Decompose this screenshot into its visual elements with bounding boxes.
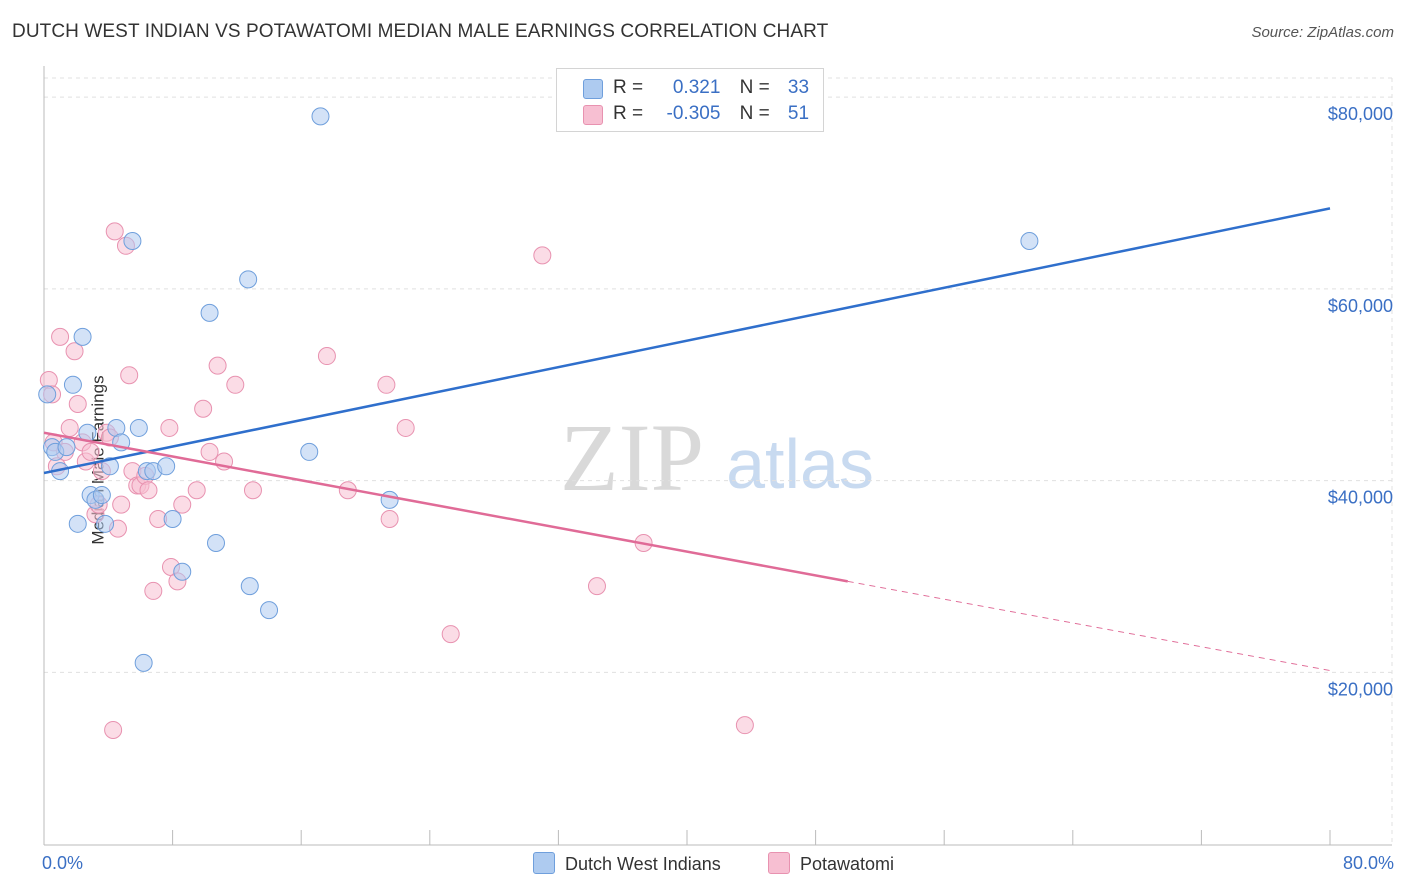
dutch-west-indian-point xyxy=(311,107,330,126)
potawatomi-point xyxy=(226,375,245,394)
potawatomi-point xyxy=(160,418,179,437)
bottom-legend-dutch-west-indians: Dutch West Indians xyxy=(533,852,721,875)
y-tick-label: $20,000 xyxy=(1328,679,1393,699)
axes xyxy=(43,66,1392,846)
dutch-west-indian-point xyxy=(92,486,111,505)
dutch-west-indian-point xyxy=(207,533,226,552)
dutch-west-indian-point xyxy=(239,270,258,289)
dutch-west-indian-point xyxy=(300,442,319,461)
chart-title: DUTCH WEST INDIAN VS POTAWATOMI MEDIAN M… xyxy=(12,21,829,42)
bottom-legend-potawatomi: Potawatomi xyxy=(768,852,894,875)
dutch-west-indian-point xyxy=(157,457,176,476)
trend-line-potawatomi-extension xyxy=(847,580,1331,671)
legend-n-value: 51 xyxy=(787,103,810,124)
dutch-west-indian-point xyxy=(380,490,399,509)
potawatomi-point xyxy=(317,347,336,366)
potawatomi-point xyxy=(144,581,163,600)
potawatomi-point xyxy=(173,495,192,514)
potawatomi-point xyxy=(377,375,396,394)
legend-r-value: 0.321 xyxy=(672,77,721,98)
grid-lines xyxy=(44,77,1393,845)
dutch-west-indian-point xyxy=(96,514,115,533)
dutch-west-indian-point xyxy=(260,601,279,620)
legend-n-value: 33 xyxy=(787,77,810,98)
y-tick-label: $80,000 xyxy=(1328,104,1393,124)
dutch-west-indian-point xyxy=(38,385,57,404)
dutch-west-indian-points xyxy=(38,107,1039,672)
source-label: Source: ZipAtlas.com xyxy=(1251,24,1394,41)
y-tick-label: $40,000 xyxy=(1328,488,1393,508)
trend-lines xyxy=(43,207,1331,671)
potawatomi-point xyxy=(441,625,460,644)
potawatomi-point xyxy=(587,577,606,596)
dutch-west-indian-point xyxy=(73,327,92,346)
bottom-legend-swatch-blue xyxy=(533,852,555,874)
potawatomi-point xyxy=(104,720,123,739)
potawatomi-points xyxy=(39,222,754,739)
potawatomi-point xyxy=(735,716,754,735)
dutch-west-indian-point xyxy=(200,303,219,322)
legend-n-label: N = xyxy=(739,77,770,98)
legend-swatch-blue xyxy=(583,79,603,99)
potawatomi-point xyxy=(533,246,552,265)
watermark-atlas: atlas xyxy=(726,425,874,503)
y-tick-labels: $20,000 $40,000 $60,000 $80,000 xyxy=(1328,104,1393,699)
dutch-west-indian-point xyxy=(68,514,87,533)
watermark-zip: ZIP xyxy=(560,404,704,511)
dutch-west-indian-point xyxy=(240,577,259,596)
dutch-west-indian-point xyxy=(173,562,192,581)
dutch-west-indian-point xyxy=(129,418,148,437)
dutch-west-indian-point xyxy=(1020,231,1039,250)
trend-line-dutch-west-indians xyxy=(43,207,1331,475)
legend-r-label: R = xyxy=(613,103,644,124)
x-tick-max: 80.0% xyxy=(1342,853,1394,873)
potawatomi-point xyxy=(60,418,79,437)
potawatomi-point xyxy=(194,399,213,418)
dutch-west-indian-point xyxy=(123,231,142,250)
potawatomi-point xyxy=(200,442,219,461)
dutch-west-indian-point xyxy=(134,653,153,672)
dutch-west-indian-point xyxy=(57,438,76,457)
legend-swatch-pink xyxy=(583,105,603,125)
watermark: ZIP atlas xyxy=(560,404,874,511)
legend-r-value: -0.305 xyxy=(666,103,721,124)
potawatomi-point xyxy=(68,394,87,413)
dutch-west-indian-point xyxy=(100,457,119,476)
potawatomi-point xyxy=(208,356,227,375)
legend-r-label: R = xyxy=(613,77,644,98)
potawatomi-point xyxy=(187,481,206,500)
bottom-legend-label: Dutch West Indians xyxy=(565,854,721,874)
potawatomi-point xyxy=(112,495,131,514)
potawatomi-point xyxy=(243,481,262,500)
x-tick-min: 0.0% xyxy=(42,853,84,873)
trend-line-potawatomi xyxy=(43,431,848,583)
potawatomi-point xyxy=(105,222,124,241)
potawatomi-point xyxy=(51,327,70,346)
y-tick-label: $60,000 xyxy=(1328,296,1393,316)
potawatomi-point xyxy=(65,342,84,361)
dutch-west-indian-point xyxy=(163,510,182,529)
legend-n-label: N = xyxy=(739,103,770,124)
dutch-west-indian-point xyxy=(63,375,82,394)
bottom-legend-label: Potawatomi xyxy=(800,854,895,874)
potawatomi-point xyxy=(81,442,100,461)
potawatomi-point xyxy=(120,366,139,385)
potawatomi-point xyxy=(380,510,399,529)
potawatomi-point xyxy=(396,418,415,437)
bottom-legend-swatch-pink xyxy=(768,852,790,874)
correlation-legend: R = 0.321 N = 33 R = -0.305 N = 51 xyxy=(556,68,824,132)
potawatomi-point xyxy=(139,481,158,500)
